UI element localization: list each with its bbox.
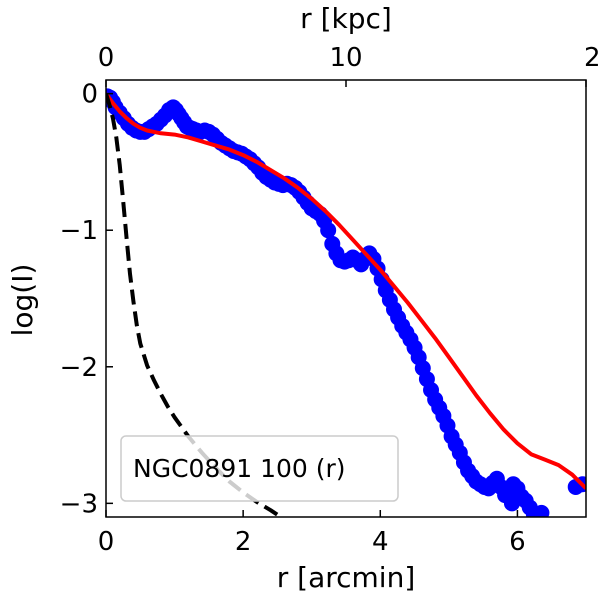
- y-tick-label: 0: [81, 80, 98, 110]
- x-tick-label: 2: [235, 527, 252, 557]
- y-axis-title: log(I): [6, 264, 39, 337]
- data-point: [503, 495, 520, 512]
- x-tick-label: 4: [372, 527, 389, 557]
- data-point: [320, 222, 337, 239]
- plot-area: [106, 88, 586, 517]
- x-tick-label: 6: [509, 527, 526, 557]
- top-axis-title: r [kpc]: [300, 2, 392, 35]
- top-tick-label: 0: [98, 43, 115, 73]
- legend-label: NGC0891 100 (r): [133, 454, 346, 483]
- y-tick-label: −2: [60, 353, 98, 383]
- top-tick-label: 10: [329, 43, 362, 73]
- x-tick-label: 0: [98, 527, 115, 557]
- y-tick-label: −3: [60, 489, 98, 519]
- model-fit-line: [106, 92, 586, 490]
- legend-box: [120, 435, 399, 502]
- data-point: [533, 504, 550, 517]
- y-tick-label: −1: [60, 216, 98, 246]
- x-axis-title: r [arcmin]: [277, 561, 416, 594]
- top-tick-label: 20: [584, 43, 600, 73]
